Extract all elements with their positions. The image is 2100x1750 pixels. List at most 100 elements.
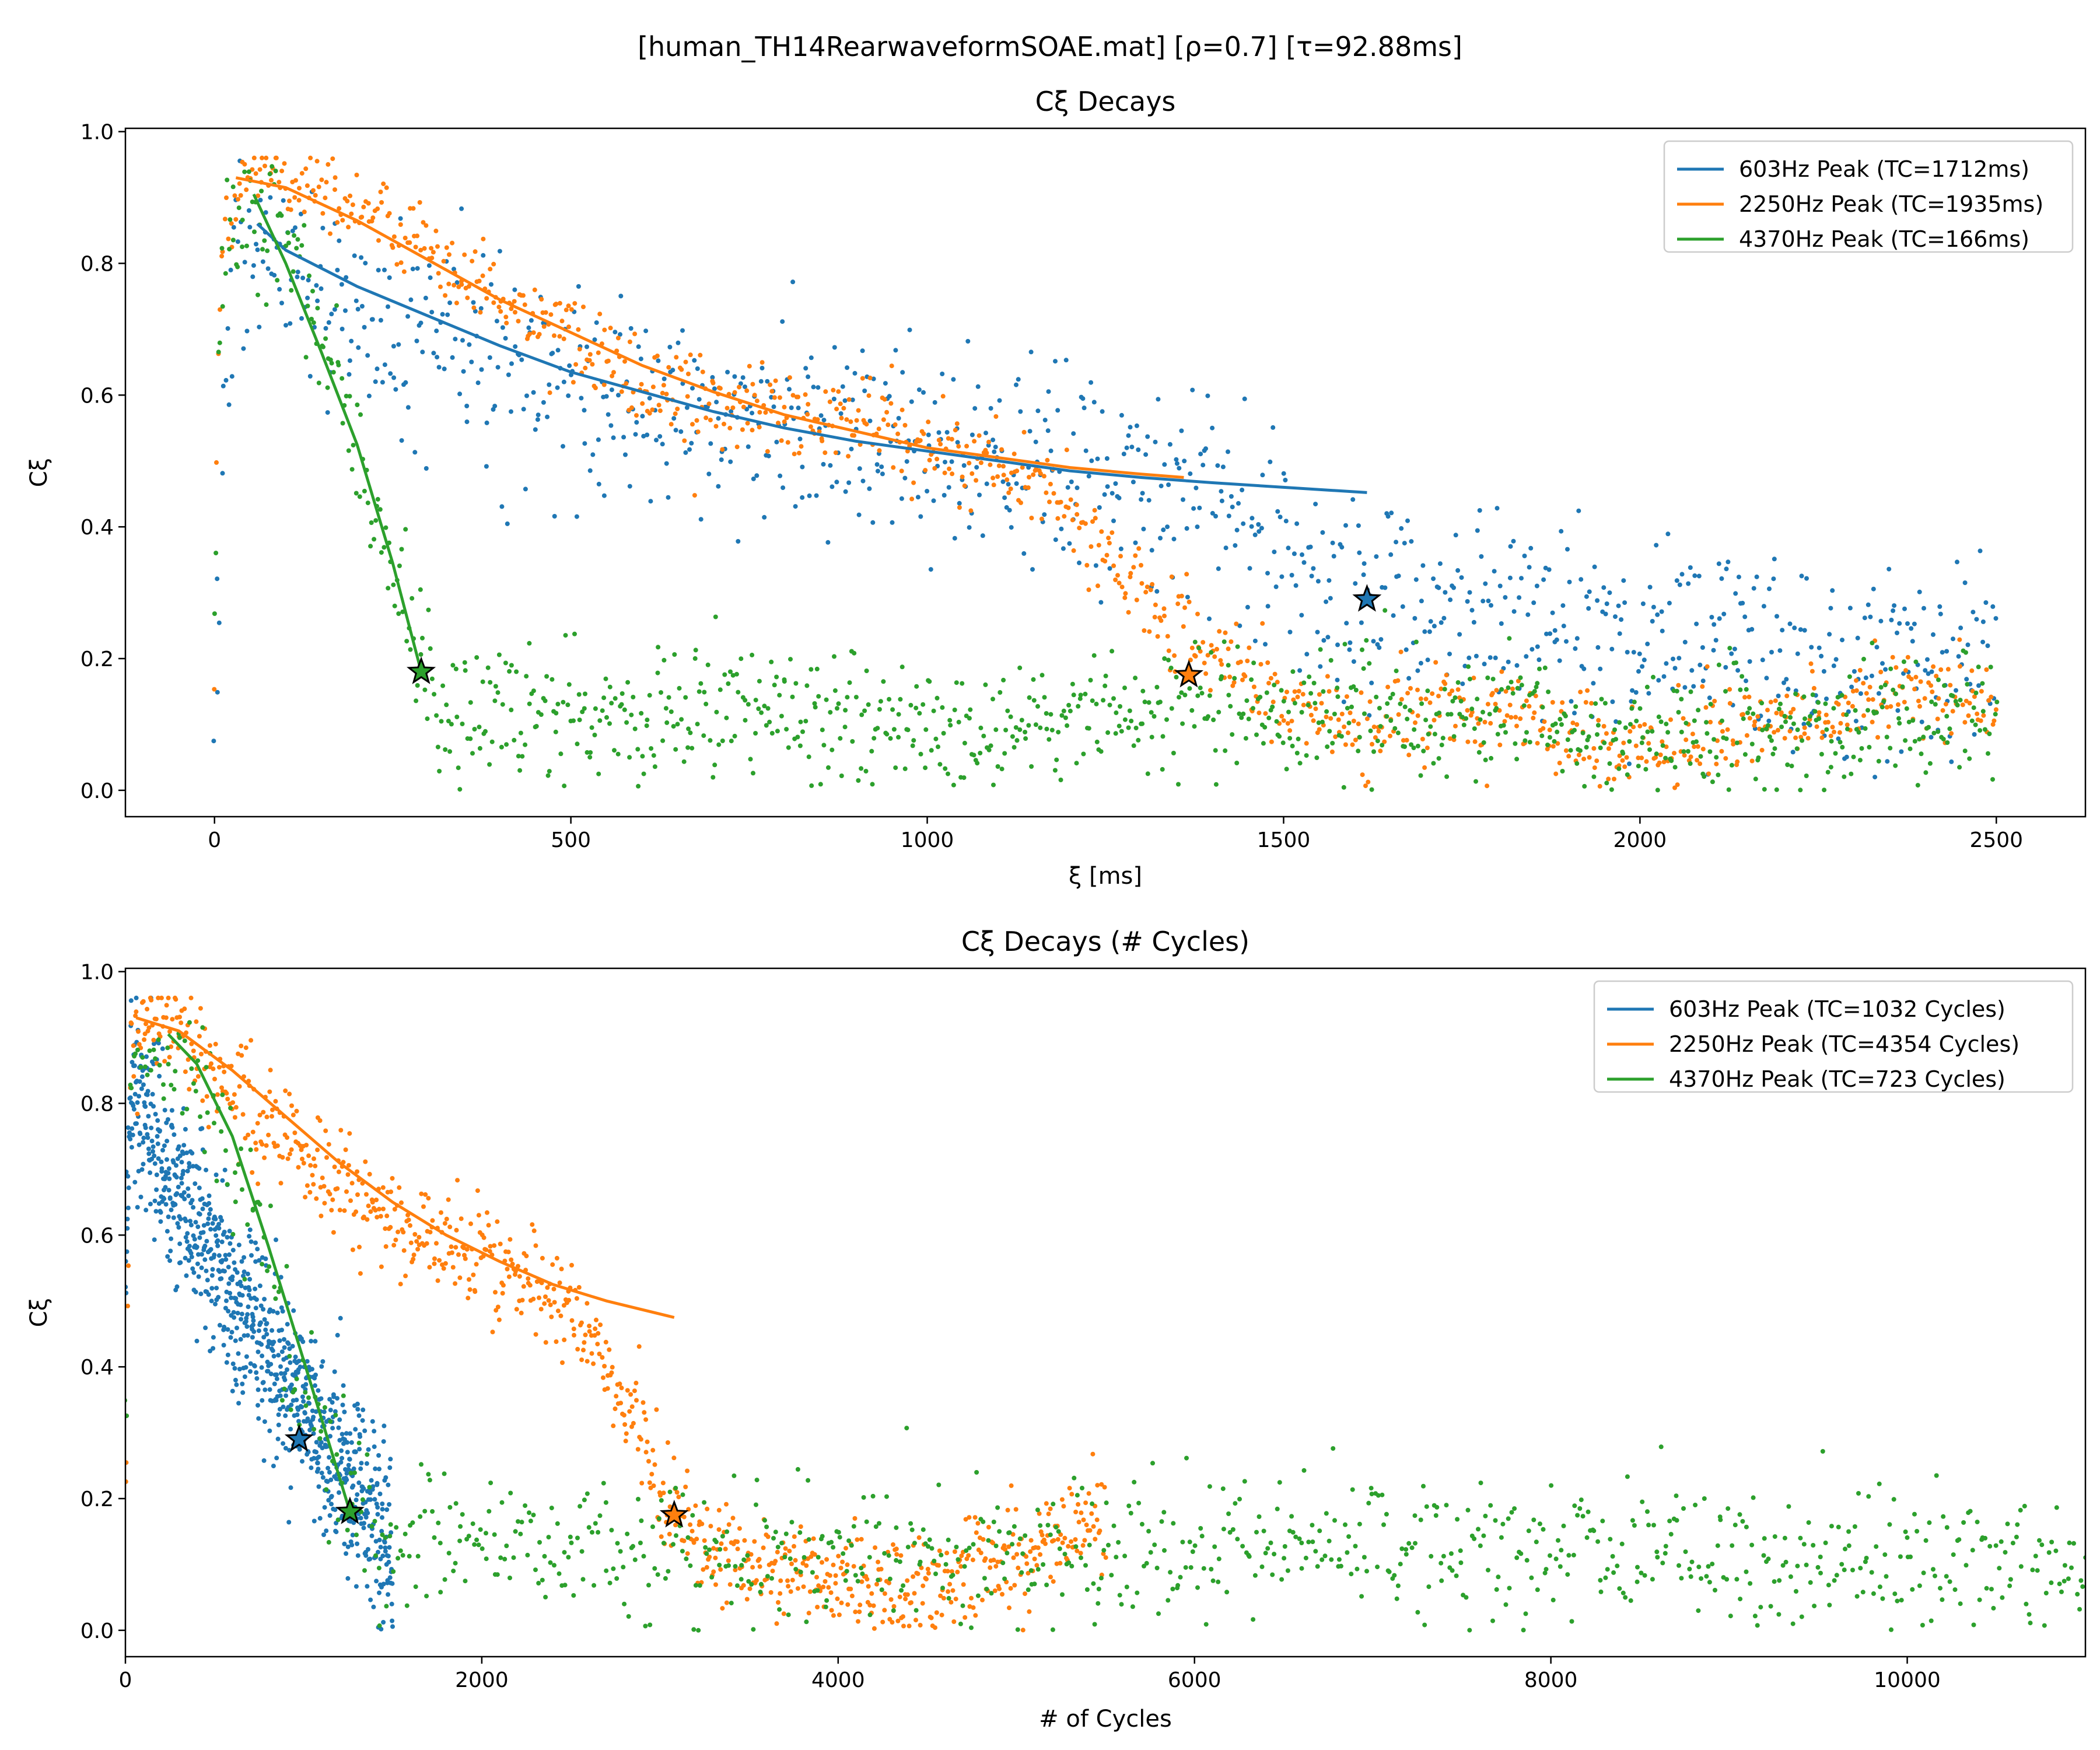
scatter-point [1402, 744, 1407, 749]
scatter-point [708, 738, 713, 743]
scatter-point [172, 1087, 177, 1092]
scatter-point [1119, 729, 1124, 734]
scatter-point [723, 1546, 728, 1552]
scatter-point [546, 1298, 551, 1303]
scatter-point [1926, 724, 1931, 730]
scatter-point [407, 1553, 412, 1559]
scatter-point [457, 787, 463, 792]
scatter-point [1222, 639, 1227, 645]
scatter-point [204, 1268, 209, 1273]
scatter-point [244, 1354, 249, 1359]
scatter-point [1174, 457, 1179, 462]
scatter-point [276, 1412, 281, 1418]
scatter-point [363, 1515, 369, 1520]
scatter-point [512, 287, 517, 292]
scatter-point [981, 733, 986, 738]
scatter-point [191, 1270, 197, 1275]
scatter-point [372, 1429, 377, 1434]
scatter-point [959, 1553, 964, 1559]
scatter-point [600, 708, 605, 713]
scatter-point [401, 1230, 406, 1235]
scatter-point [1868, 614, 1873, 620]
scatter-point [836, 389, 841, 394]
scatter-point [1142, 699, 1147, 705]
scatter-point [193, 1289, 198, 1294]
scatter-point [239, 1317, 244, 1322]
scatter-point [334, 1530, 339, 1535]
scatter-point [1321, 689, 1326, 694]
scatter-point [380, 380, 385, 385]
scatter-point [317, 1516, 323, 1521]
scatter-point [225, 1235, 230, 1240]
scatter-point [877, 707, 882, 712]
scatter-point [1316, 720, 1321, 725]
scatter-point [197, 1034, 202, 1039]
bottom-chart: 0 2000 4000 6000 8000 100000.00.20.40.60.81.0… [26, 926, 2087, 1732]
scatter-point [311, 1415, 316, 1420]
scatter-point [239, 1053, 244, 1058]
scatter-point [208, 1247, 214, 1252]
scatter-point [1637, 706, 1643, 711]
scatter-point [751, 476, 756, 481]
scatter-point [1507, 702, 1513, 708]
scatter-point [164, 1228, 170, 1234]
scatter-point [967, 716, 972, 721]
scatter-point [1610, 699, 1615, 704]
scatter-point [163, 1015, 169, 1020]
scatter-point [1247, 645, 1252, 650]
scatter-point [561, 379, 566, 384]
scatter-point [1458, 699, 1464, 704]
scatter-point [679, 717, 684, 722]
scatter-point [1258, 662, 1264, 667]
scatter-point [1895, 631, 1899, 635]
scatter-point [387, 1465, 393, 1470]
scatter-point [1066, 1544, 1071, 1549]
scatter-point [411, 206, 416, 211]
scatter-point [831, 387, 836, 393]
scatter-point [983, 682, 988, 687]
scatter-point [207, 1043, 212, 1048]
scatter-point [1051, 1579, 1056, 1584]
scatter-point [800, 1560, 806, 1566]
scatter-point [323, 195, 328, 201]
scatter-point [289, 288, 294, 293]
y-tick-label: 0.8 [80, 252, 114, 276]
scatter-point [292, 195, 298, 200]
scatter-point [1810, 692, 1815, 697]
scatter-point [1382, 585, 1388, 590]
scatter-point [809, 783, 814, 788]
scatter-point [215, 1243, 220, 1248]
scatter-point [1265, 570, 1270, 576]
scatter-point [187, 1164, 192, 1170]
scatter-point [200, 1126, 205, 1131]
scatter-point [795, 1586, 800, 1591]
scatter-point [540, 1255, 545, 1261]
scatter-point [146, 1025, 152, 1030]
scatter-point [154, 1172, 159, 1177]
scatter-point [303, 1403, 309, 1408]
scatter-point [390, 1581, 395, 1586]
scatter-point [353, 1450, 358, 1455]
scatter-point [1695, 758, 1700, 763]
scatter-point [1616, 603, 1621, 608]
scatter-point [271, 1339, 276, 1345]
scatter-point [639, 1480, 645, 1486]
scatter-point [1801, 694, 1807, 699]
scatter-point [972, 1515, 978, 1520]
scatter-point [1657, 760, 1662, 765]
scatter-point [313, 1373, 318, 1377]
scatter-point [629, 1404, 635, 1409]
scatter-point [1284, 690, 1289, 695]
scatter-point [495, 365, 501, 370]
scatter-point [763, 410, 768, 415]
scatter-point [1990, 777, 1995, 782]
scatter-point [956, 719, 961, 724]
scatter-point [321, 1532, 326, 1537]
scatter-point [1217, 629, 1222, 634]
scatter-point [1092, 508, 1097, 513]
scatter-point [1295, 694, 1300, 699]
scatter-point [1682, 752, 1687, 758]
scatter-point [656, 402, 662, 408]
scatter-point [1724, 566, 1729, 572]
scatter-point [256, 1328, 261, 1334]
